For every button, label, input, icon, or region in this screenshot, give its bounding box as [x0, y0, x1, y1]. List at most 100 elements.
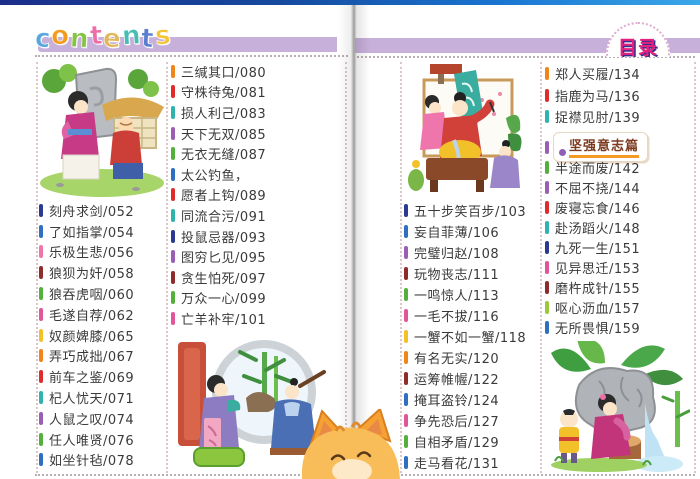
logo-letter: s [153, 20, 173, 52]
toc-entry: 争先恐后/127 [404, 410, 526, 431]
entry-label: 五十步笑百步/103 [414, 205, 527, 220]
toc-entry: 见异思迁/153 [545, 257, 640, 277]
toc-list-right-col2-top: 郑人买履/134 指鹿为马/136 捉襟见肘/139 [545, 63, 640, 128]
entry-label: 九死一生/151 [555, 241, 641, 257]
toc-entry: 五十步笑百步/103 [404, 200, 526, 221]
entry-label: 不屈不挠/144 [555, 181, 641, 197]
entry-tick [171, 229, 175, 243]
entry-tick [404, 351, 408, 364]
entry-tick [545, 240, 549, 254]
toc-entry: 任人唯贤/076 [39, 429, 134, 450]
toc-list-left-col1: 刻舟求剑/052 了如指掌/054 乐极生悲/056 狼狈为奸/058 狼吞虎咽… [39, 200, 134, 470]
toc-entry: 一毛不拔/116 [404, 305, 526, 326]
entry-label: 捉襟见肘/139 [555, 111, 641, 127]
entry-label: 投鼠忌器/093 [181, 230, 267, 246]
entry-tick [545, 281, 549, 295]
toc-entry: 走马看花/131 [404, 452, 526, 473]
entry-label: 一蟹不如一蟹/118 [414, 331, 527, 346]
entry-label: 掩耳盗铃/124 [414, 394, 500, 409]
toc-entry: 狼狈为奸/058 [39, 262, 134, 283]
entry-label: 玩物丧志/111 [414, 268, 500, 283]
contents-logo: contents [34, 20, 173, 55]
column-rule [540, 62, 542, 473]
entry-label: 天下无双/085 [181, 127, 267, 143]
toc-entry: 妄自菲薄/106 [404, 221, 526, 242]
entry-tick [39, 203, 43, 217]
toc-entry: 郑人买履/134 [545, 63, 640, 85]
entry-tick [404, 435, 408, 448]
toc-entry: 损人利己/083 [171, 102, 266, 123]
toc-entry: 九死一生/151 [545, 237, 640, 257]
entry-tick [171, 126, 175, 140]
column-rule [36, 62, 38, 473]
entry-label: 愿者上钩/089 [181, 189, 267, 205]
entry-tick [39, 370, 43, 384]
toc-entry: 玩物丧志/111 [404, 263, 526, 284]
entry-tick [545, 220, 549, 234]
entry-label: 郑人买履/134 [555, 68, 641, 84]
entry-tick [545, 110, 549, 124]
entry-tick [404, 225, 408, 238]
contents-band [38, 37, 337, 52]
toc-entry: 磨杵成针/155 [545, 278, 640, 298]
entry-tick [39, 411, 43, 425]
mulu-title: 目录 [617, 37, 658, 57]
entry-tick [171, 291, 175, 305]
entry-tick [545, 88, 549, 102]
toc-list-right-col1: 五十步笑百步/103 妄自菲薄/106 完璧归赵/108 玩物丧志/111 一鸣… [404, 200, 526, 473]
toc-entry: 如坐针毡/078 [39, 450, 134, 471]
mulu-dome: 目录 [606, 22, 672, 57]
illustration-calligrapher-scene [402, 62, 522, 202]
entry-label: 半途而废/142 [555, 161, 641, 177]
toc-list-left-col2: 三缄其口/080 守株待兔/081 损人利己/083 天下无双/085 无衣无缝… [171, 61, 266, 329]
toc-entry: 完璧归赵/108 [404, 242, 526, 263]
entry-label: 损人利己/083 [181, 106, 267, 122]
entry-label: 废寝忘食/146 [555, 201, 641, 217]
entry-tick [545, 67, 549, 81]
entry-label: 守株待兔/081 [181, 86, 267, 102]
entry-label: 如坐针毡/078 [49, 454, 135, 470]
entry-tick [404, 267, 408, 280]
toc-entry: 无衣无缝/087 [171, 143, 266, 164]
entry-label: 贪生怕死/097 [181, 271, 267, 287]
toc-entry: 不屈不挠/144 [545, 177, 640, 197]
toc-entry: 图穷匕见/095 [171, 246, 266, 267]
entry-tick [39, 453, 43, 467]
entry-label: 三缄其口/080 [181, 65, 267, 81]
toc-entry: 人鼠之叹/074 [39, 408, 134, 429]
logo-letter: e [102, 23, 123, 55]
toc-entry: 愿者上钩/089 [171, 185, 266, 206]
entry-tick [545, 200, 549, 214]
entry-label: 图穷匕见/095 [181, 251, 267, 267]
entry-tick [545, 301, 549, 315]
toc-entry: 掩耳盗铃/124 [404, 389, 526, 410]
logo-letter: n [69, 23, 91, 55]
toc-entry: 弄巧成拙/067 [39, 346, 134, 367]
entry-tick [39, 224, 43, 238]
toc-entry: 刻舟求剑/052 [39, 200, 134, 221]
entry-tick [171, 64, 175, 78]
toc-entry: 一蟹不如一蟹/118 [404, 326, 526, 347]
entry-label: 一鸣惊人/113 [414, 289, 500, 304]
entry-label: 见异思迁/153 [555, 262, 641, 278]
entry-tick [171, 188, 175, 202]
entry-label: 无衣无缝/087 [181, 148, 267, 164]
toc-entry: 贪生怕死/097 [171, 267, 266, 288]
entry-label: 争先恐后/127 [414, 415, 500, 430]
toc-entry: 呕心沥血/157 [545, 298, 640, 318]
entry-tick [39, 349, 43, 363]
entry-tick [404, 330, 408, 343]
entry-tick [39, 307, 43, 321]
entry-tick [171, 105, 175, 119]
entry-label: 毛遂自荐/062 [49, 308, 135, 324]
illustration-grinding-scene [547, 341, 690, 472]
entry-label: 有名无实/120 [414, 352, 500, 367]
entry-label: 杞人忧天/071 [49, 392, 135, 408]
entry-label: 指鹿为马/136 [555, 89, 641, 105]
entry-label: 奴颜婢膝/065 [49, 329, 135, 345]
entry-tick [404, 456, 408, 469]
entry-tick [545, 160, 549, 174]
entry-label: 完璧归赵/108 [414, 247, 500, 262]
entry-label: 妄自菲薄/106 [414, 226, 500, 241]
